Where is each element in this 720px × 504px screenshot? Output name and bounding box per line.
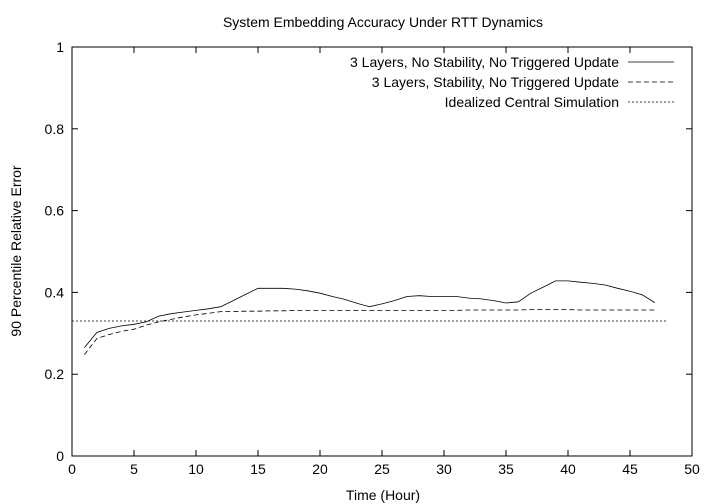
y-tick-label: 0: [56, 448, 64, 464]
series-lines: [72, 280, 668, 355]
y-tick-label: 0.2: [45, 366, 65, 382]
y-tick-label: 0.8: [45, 121, 65, 137]
x-axis-label: Time (Hour): [346, 487, 420, 503]
x-tick-label: 15: [250, 461, 266, 477]
axis-ticks: 0 5 10 15 20 25 30 35 40 45 50 0 0.2 0.4 0.6 0.8 1: [45, 39, 700, 477]
series-line-1: [84, 280, 656, 348]
legend-label-1: 3 Layers, No Stability, No Triggered Upd…: [350, 54, 619, 70]
chart-title: System Embedding Accuracy Under RTT Dyna…: [223, 14, 543, 30]
y-axis-label: 90 Percentile Relative Error: [8, 165, 24, 337]
legend-label-3: Idealized Central Simulation: [445, 94, 619, 110]
series-line-2: [84, 309, 655, 355]
legend-label-2: 3 Layers, Stability, No Triggered Update: [372, 74, 619, 90]
x-tick-label: 40: [560, 461, 576, 477]
y-tick-label: 0.6: [45, 203, 65, 219]
x-tick-label: 5: [130, 461, 138, 477]
x-tick-label: 35: [498, 461, 514, 477]
x-tick-label: 20: [312, 461, 328, 477]
x-tick-label: 10: [188, 461, 204, 477]
x-tick-label: 30: [436, 461, 452, 477]
legend: 3 Layers, No Stability, No Triggered Upd…: [350, 54, 674, 110]
y-tick-label: 0.4: [45, 284, 65, 300]
x-tick-label: 45: [622, 461, 638, 477]
x-tick-label: 0: [68, 461, 76, 477]
y-tick-label: 1: [56, 39, 64, 55]
x-tick-label: 25: [374, 461, 390, 477]
x-tick-label: 50: [684, 461, 700, 477]
